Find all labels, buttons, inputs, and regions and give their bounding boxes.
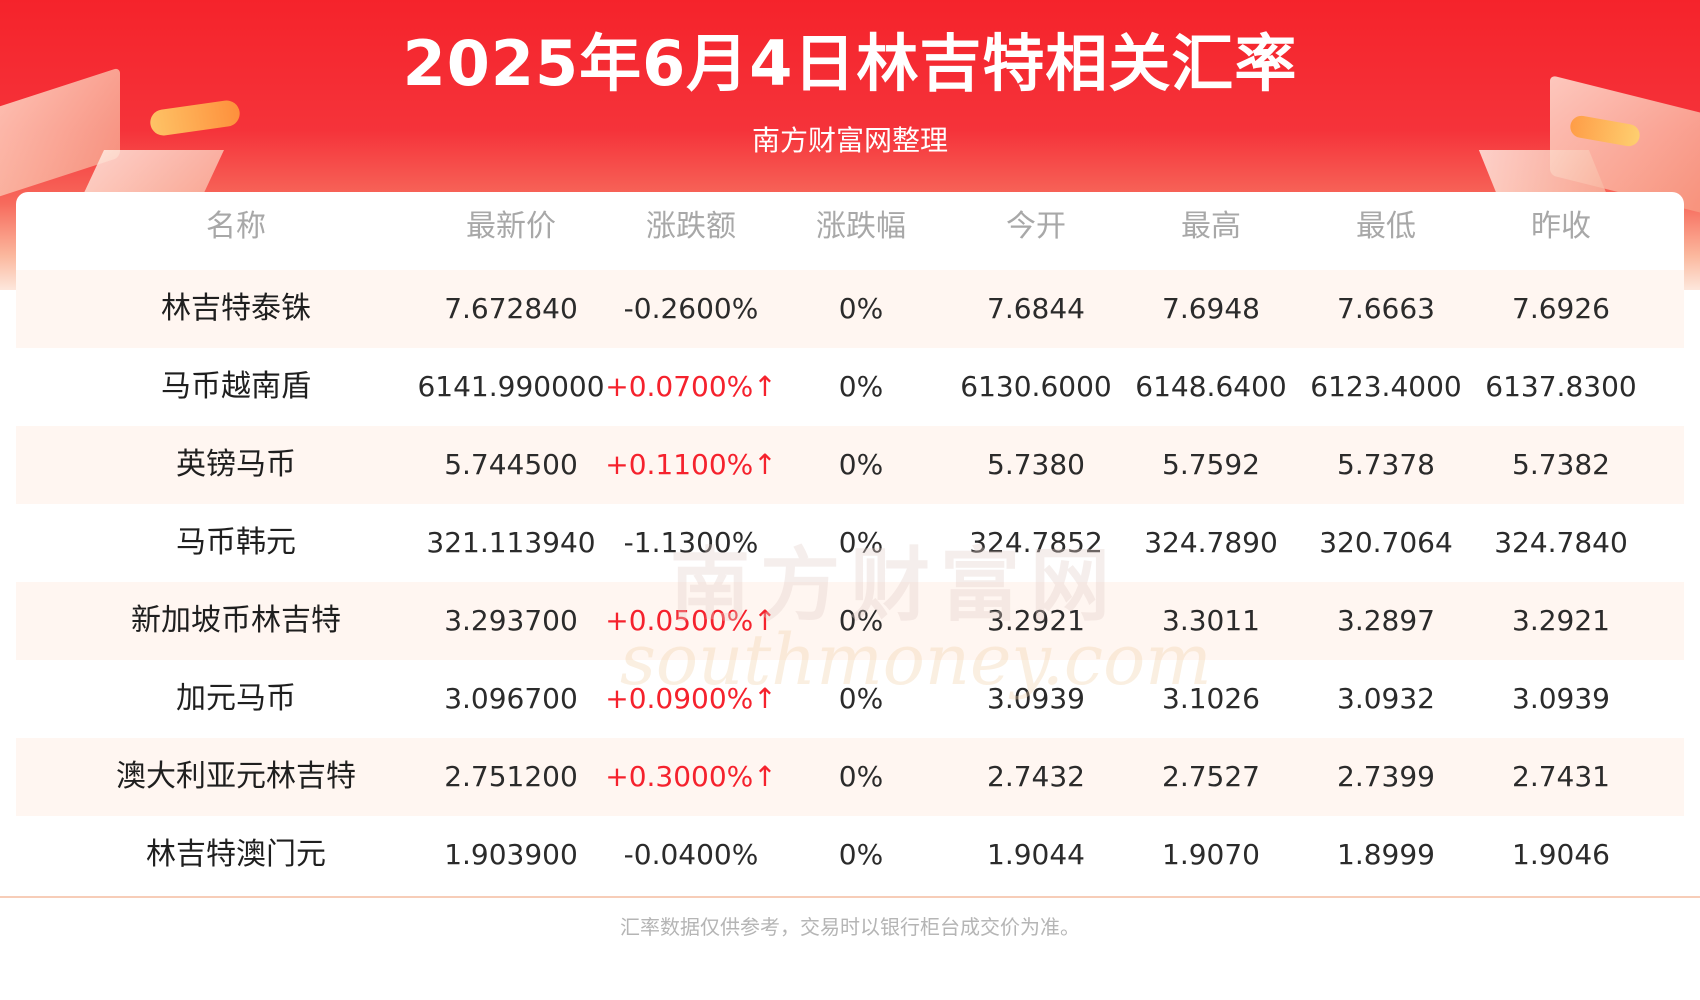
- row-change: +0.3000%↑: [605, 760, 777, 793]
- table-row: 马币韩元 321.113940 -1.1300% 0% 324.7852 324.7890…: [16, 504, 1684, 582]
- row-change-pct: 0%: [838, 682, 884, 715]
- page-subtitle: 南方财富网整理: [751, 124, 948, 157]
- row-change: +0.1100%↑: [605, 448, 777, 481]
- column-header-prev-close: 昨收: [1531, 209, 1591, 244]
- row-change-pct: 0%: [838, 526, 884, 559]
- row-low: 3.2897: [1337, 604, 1435, 637]
- row-name: 新加坡币林吉特: [131, 603, 341, 638]
- column-header-high: 最高: [1181, 209, 1241, 244]
- table-row: 林吉特泰铢 7.672840 -0.2600% 0% 7.6844 7.6948 7.666…: [16, 270, 1684, 348]
- column-header-change: 涨跌额: [646, 209, 736, 244]
- row-prev-close: 3.0939: [1512, 682, 1610, 715]
- table-row: 新加坡币林吉特 3.293700 +0.0500%↑ 0% 3.2921 3.3011 3.…: [16, 582, 1684, 660]
- rates-table: 名称 最新价 涨跌额 涨跌幅 今开 最高 最低 昨收 林吉特泰铢 7.672840…: [16, 192, 1684, 896]
- row-latest: 6141.990000: [417, 370, 605, 403]
- row-high: 5.7592: [1162, 448, 1260, 481]
- row-latest: 2.751200: [444, 760, 578, 793]
- row-prev-close: 7.6926: [1512, 292, 1610, 325]
- table-row: 林吉特澳门元 1.903900 -0.0400% 0% 1.9044 1.9070 1.89…: [16, 816, 1684, 894]
- row-open: 5.7380: [987, 448, 1085, 481]
- footer-divider: [0, 896, 1700, 898]
- row-prev-close: 2.7431: [1512, 760, 1610, 793]
- column-header-open: 今开: [1006, 209, 1066, 244]
- table-row: 马币越南盾 6141.990000 +0.0700%↑ 0% 6130.6000 6148…: [16, 348, 1684, 426]
- row-open: 6130.6000: [960, 370, 1112, 403]
- row-high: 7.6948: [1162, 292, 1260, 325]
- row-high: 2.7527: [1162, 760, 1260, 793]
- row-change: -1.1300%: [623, 526, 759, 559]
- row-change-pct: 0%: [838, 448, 884, 481]
- table-row: 加元马币 3.096700 +0.0900%↑ 0% 3.0939 3.1026 3.093…: [16, 660, 1684, 738]
- row-high: 324.7890: [1144, 526, 1278, 559]
- row-name: 马币越南盾: [161, 369, 311, 404]
- row-high: 6148.6400: [1135, 370, 1287, 403]
- row-change: +0.0700%↑: [605, 370, 777, 403]
- table-row: 英镑马币 5.744500 +0.1100%↑ 0% 5.7380 5.7592 5.737…: [16, 426, 1684, 504]
- row-latest: 3.096700: [444, 682, 578, 715]
- row-change-pct: 0%: [838, 370, 884, 403]
- table-row: 澳大利亚元林吉特 2.751200 +0.3000%↑ 0% 2.7432 2.7527 2…: [16, 738, 1684, 816]
- row-change-pct: 0%: [838, 292, 884, 325]
- row-change: +0.0500%↑: [605, 604, 777, 637]
- row-prev-close: 3.2921: [1512, 604, 1610, 637]
- row-low: 7.6663: [1337, 292, 1435, 325]
- row-latest: 7.672840: [444, 292, 578, 325]
- row-prev-close: 5.7382: [1512, 448, 1610, 481]
- table-header: 名称 最新价 涨跌额 涨跌幅 今开 最高 最低 昨收: [16, 192, 1684, 270]
- row-low: 320.7064: [1319, 526, 1453, 559]
- row-low: 2.7399: [1337, 760, 1435, 793]
- row-latest: 1.903900: [444, 838, 578, 871]
- row-prev-close: 324.7840: [1494, 526, 1628, 559]
- row-name: 林吉特澳门元: [146, 837, 326, 872]
- column-header-change-pct: 涨跌幅: [816, 209, 906, 244]
- row-low: 1.8999: [1337, 838, 1435, 871]
- row-open: 3.0939: [987, 682, 1085, 715]
- row-latest: 5.744500: [444, 448, 578, 481]
- row-change-pct: 0%: [838, 838, 884, 871]
- row-name: 马币韩元: [176, 525, 296, 560]
- row-latest: 321.113940: [426, 526, 596, 559]
- row-change-pct: 0%: [838, 760, 884, 793]
- row-change: +0.0900%↑: [605, 682, 777, 715]
- row-high: 3.3011: [1162, 604, 1260, 637]
- row-name: 加元马币: [176, 681, 296, 716]
- column-header-name: 名称: [206, 209, 266, 244]
- row-prev-close: 6137.8300: [1485, 370, 1637, 403]
- row-name: 英镑马币: [176, 447, 296, 482]
- row-high: 1.9070: [1162, 838, 1260, 871]
- row-prev-close: 1.9046: [1512, 838, 1610, 871]
- row-change: -0.2600%: [623, 292, 759, 325]
- row-low: 5.7378: [1337, 448, 1435, 481]
- row-name: 澳大利亚元林吉特: [116, 759, 356, 794]
- row-open: 3.2921: [987, 604, 1085, 637]
- row-open: 2.7432: [987, 760, 1085, 793]
- row-change-pct: 0%: [838, 604, 884, 637]
- row-open: 324.7852: [969, 526, 1103, 559]
- row-open: 1.9044: [987, 838, 1085, 871]
- row-low: 6123.4000: [1310, 370, 1462, 403]
- row-change: -0.0400%: [623, 838, 759, 871]
- row-latest: 3.293700: [444, 604, 578, 637]
- row-low: 3.0932: [1337, 682, 1435, 715]
- row-open: 7.6844: [987, 292, 1085, 325]
- column-header-latest: 最新价: [466, 209, 556, 244]
- column-header-low: 最低: [1356, 209, 1416, 244]
- page-title: 2025年6月4日林吉特相关汇率: [402, 27, 1298, 100]
- row-name: 林吉特泰铢: [161, 291, 311, 326]
- disclaimer-text: 汇率数据仅供参考，交易时以银行柜台成交价为准。: [620, 915, 1080, 939]
- row-high: 3.1026: [1162, 682, 1260, 715]
